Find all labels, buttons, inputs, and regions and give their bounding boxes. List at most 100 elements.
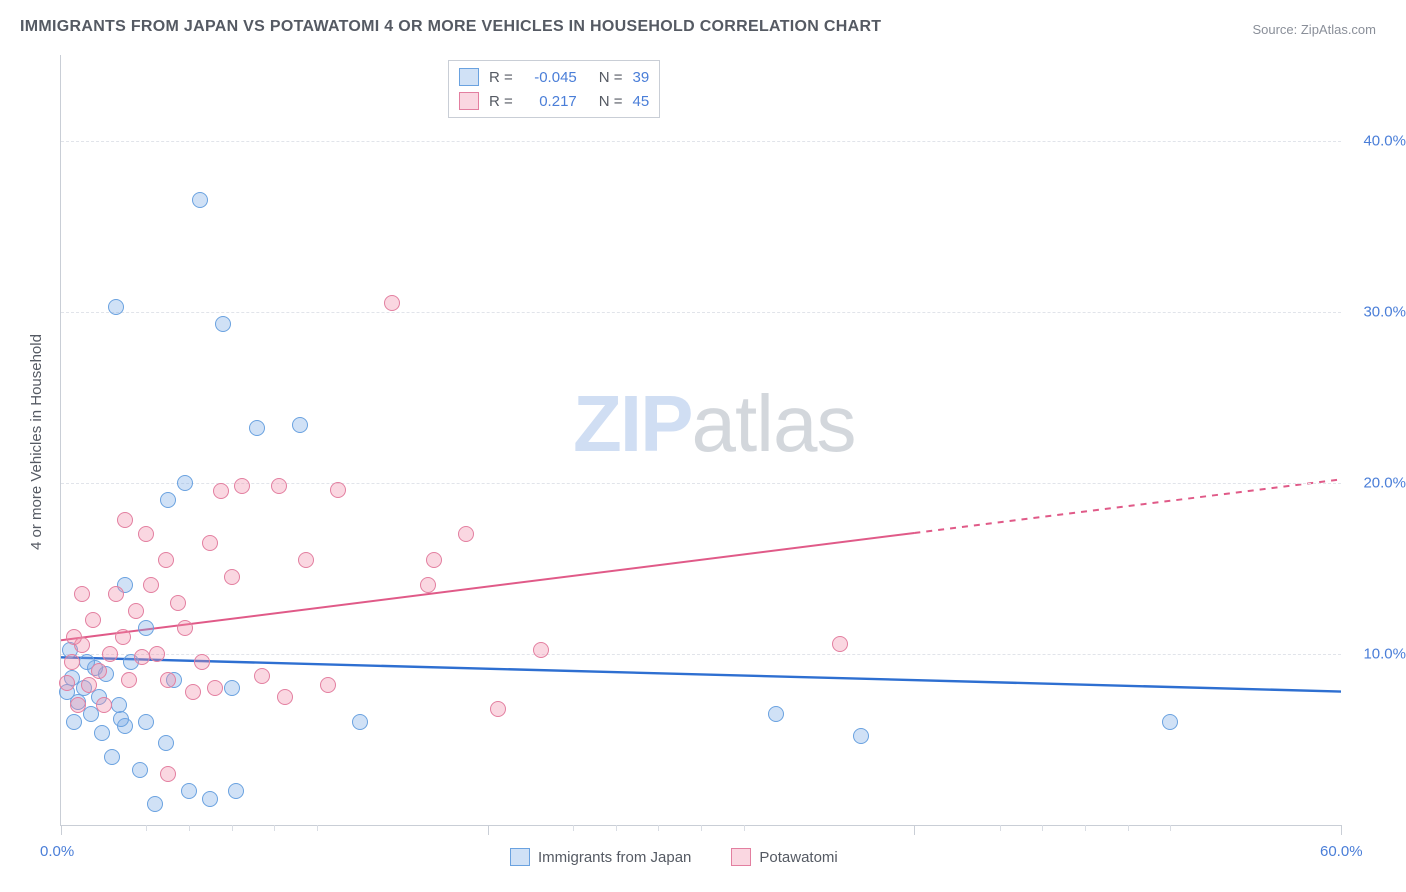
data-point [66, 714, 82, 730]
legend-item: Potawatomi [731, 848, 837, 866]
data-point [1162, 714, 1178, 730]
source-attribution: Source: ZipAtlas.com [1252, 22, 1376, 37]
gridline-h [61, 141, 1341, 142]
data-point [213, 483, 229, 499]
data-point [74, 586, 90, 602]
x-tick-minor [573, 825, 574, 831]
data-point [138, 620, 154, 636]
legend-swatch [510, 848, 530, 866]
y-tick-label: 20.0% [1363, 474, 1406, 491]
scatter-plot: ZIPatlas 10.0%20.0%30.0%40.0% [60, 55, 1341, 826]
gridline-h [61, 654, 1341, 655]
legend-item: Immigrants from Japan [510, 848, 691, 866]
data-point [228, 783, 244, 799]
data-point [533, 642, 549, 658]
data-point [194, 654, 210, 670]
data-point [134, 649, 150, 665]
data-point [202, 535, 218, 551]
data-point [215, 316, 231, 332]
data-point [102, 646, 118, 662]
trendline-extrapolated [914, 479, 1341, 533]
data-point [138, 526, 154, 542]
x-tick-label-max: 60.0% [1320, 843, 1363, 860]
legend-n-label: N = [599, 93, 623, 110]
data-point [117, 512, 133, 528]
data-point [384, 295, 400, 311]
data-point [458, 526, 474, 542]
x-tick-minor [701, 825, 702, 831]
data-point [234, 478, 250, 494]
data-point [104, 749, 120, 765]
data-point [192, 192, 208, 208]
x-tick-major [61, 825, 62, 835]
watermark-atlas: atlas [691, 379, 855, 468]
data-point [207, 680, 223, 696]
legend-n-value: 45 [633, 93, 650, 110]
data-point [185, 684, 201, 700]
data-point [94, 725, 110, 741]
data-point [853, 728, 869, 744]
x-tick-minor [1000, 825, 1001, 831]
legend-r-label: R = [489, 93, 513, 110]
x-tick-minor [274, 825, 275, 831]
data-point [91, 663, 107, 679]
data-point [170, 595, 186, 611]
data-point [224, 680, 240, 696]
data-point [81, 677, 97, 693]
data-point [249, 420, 265, 436]
gridline-h [61, 312, 1341, 313]
data-point [115, 629, 131, 645]
data-point [292, 417, 308, 433]
legend-series-name: Potawatomi [759, 849, 837, 866]
data-point [59, 675, 75, 691]
source-link[interactable]: ZipAtlas.com [1301, 22, 1376, 37]
x-tick-minor [1170, 825, 1171, 831]
watermark-text: ZIPatlas [573, 378, 855, 470]
data-point [271, 478, 287, 494]
data-point [320, 677, 336, 693]
data-point [108, 586, 124, 602]
legend-n-value: 39 [633, 69, 650, 86]
legend-swatch [459, 92, 479, 110]
data-point [254, 668, 270, 684]
legend-swatch [731, 848, 751, 866]
data-point [330, 482, 346, 498]
y-tick-label: 10.0% [1363, 645, 1406, 662]
source-label: Source: [1252, 22, 1300, 37]
data-point [832, 636, 848, 652]
x-tick-major [914, 825, 915, 835]
data-point [143, 577, 159, 593]
data-point [352, 714, 368, 730]
correlation-legend: R =-0.045N =39 R = 0.217 N = 45 [448, 60, 660, 118]
data-point [149, 646, 165, 662]
y-axis-label: 4 or more Vehicles in Household [28, 334, 45, 550]
data-point [147, 796, 163, 812]
series-legend: Immigrants from Japan Potawatomi [510, 848, 838, 866]
x-tick-minor [616, 825, 617, 831]
legend-row: R =-0.045N =39 [459, 65, 649, 89]
data-point [277, 689, 293, 705]
legend-series-name: Immigrants from Japan [538, 849, 691, 866]
x-tick-minor [1128, 825, 1129, 831]
data-point [66, 629, 82, 645]
data-point [113, 711, 129, 727]
data-point [160, 672, 176, 688]
data-point [121, 672, 137, 688]
data-point [160, 766, 176, 782]
data-point [202, 791, 218, 807]
data-point [768, 706, 784, 722]
legend-r-value: -0.045 [523, 69, 577, 86]
legend-swatch [459, 68, 479, 86]
legend-r-value: 0.217 [523, 93, 577, 110]
data-point [298, 552, 314, 568]
x-tick-label-min: 0.0% [40, 843, 74, 860]
data-point [138, 714, 154, 730]
gridline-h [61, 483, 1341, 484]
x-tick-minor [232, 825, 233, 831]
data-point [128, 603, 144, 619]
data-point [224, 569, 240, 585]
data-point [64, 654, 80, 670]
data-point [158, 552, 174, 568]
data-point [160, 492, 176, 508]
x-tick-minor [189, 825, 190, 831]
